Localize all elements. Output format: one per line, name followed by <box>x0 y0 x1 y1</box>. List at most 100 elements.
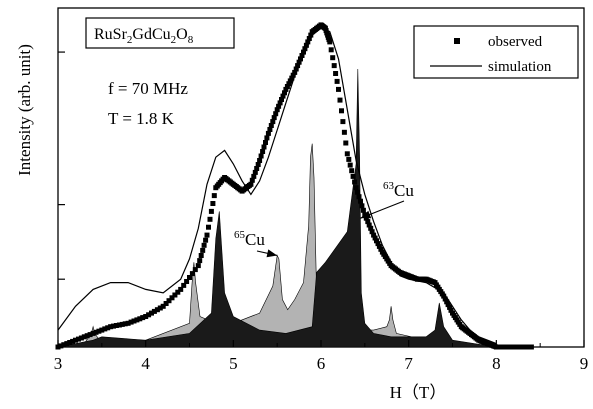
annotation-63cu-arrowhead <box>360 210 372 219</box>
frequency-text: f = 70 MHz <box>108 79 188 98</box>
observed-point <box>514 344 520 350</box>
observed-point <box>293 66 299 72</box>
observed-point <box>374 238 379 244</box>
observed-point <box>350 173 356 179</box>
observed-point <box>116 322 122 328</box>
observed-point <box>302 46 308 52</box>
observed-layer <box>55 22 534 350</box>
observed-point <box>336 86 341 92</box>
observed-point <box>365 219 371 225</box>
observed-point <box>349 168 355 174</box>
observed-point <box>267 127 273 132</box>
temperature-text: T = 1.8 K <box>108 109 175 128</box>
observed-point <box>93 329 99 335</box>
observed-point <box>366 222 372 228</box>
observed-point <box>268 123 274 128</box>
observed-point <box>306 36 312 41</box>
observed-point <box>499 344 505 350</box>
observed-point <box>137 316 143 322</box>
sample-label-box: RuSr2GdCu2O8 <box>85 17 235 49</box>
observed-point <box>84 333 90 339</box>
observed-point <box>305 39 311 45</box>
observed-point <box>73 337 78 343</box>
observed-point <box>157 305 163 311</box>
observed-point <box>76 336 81 342</box>
observed-point <box>189 271 195 277</box>
annotation-65cu-arrowhead <box>266 249 278 258</box>
observed-point <box>337 97 343 103</box>
annotation-63cu: 63Cu <box>360 180 414 219</box>
observed-point <box>261 144 267 150</box>
observed-point <box>441 293 447 299</box>
observed-point <box>251 173 257 179</box>
observed-point <box>204 232 210 238</box>
observed-point <box>339 108 344 114</box>
observed-point <box>264 135 270 141</box>
observed-point <box>111 323 116 329</box>
x-tick-label: 3 <box>54 354 63 373</box>
observed-point <box>99 327 105 333</box>
observed-point <box>169 295 175 301</box>
observed-point <box>187 275 192 280</box>
observed-point <box>203 237 209 243</box>
observed-point <box>146 312 152 318</box>
observed-point <box>333 71 339 76</box>
observed-point <box>356 194 362 200</box>
observed-point <box>210 201 216 206</box>
observed-point <box>258 153 264 159</box>
observed-point <box>360 207 366 213</box>
observed-point <box>284 84 290 89</box>
observed-point <box>78 335 84 341</box>
observed-point <box>526 344 531 350</box>
observed-point <box>254 166 260 171</box>
observed-point <box>327 39 333 45</box>
observed-point <box>201 242 207 248</box>
observed-point <box>125 320 131 326</box>
observed-point <box>131 318 137 324</box>
observed-point <box>298 56 303 62</box>
observed-point <box>119 321 125 327</box>
observed-point <box>328 47 334 53</box>
observed-point <box>206 224 211 230</box>
observed-point <box>252 169 258 175</box>
observed-point <box>263 140 268 145</box>
observed-point <box>447 304 453 310</box>
svg-text:63Cu: 63Cu <box>383 180 414 200</box>
observed-point <box>299 53 305 58</box>
observed-point <box>352 179 358 185</box>
observed-point <box>359 203 365 209</box>
observed-point <box>340 119 346 125</box>
y-axis-label: Intensity (arb. unit) <box>15 44 34 176</box>
observed-point <box>58 343 64 349</box>
observed-point <box>376 243 382 249</box>
legend-observed-marker <box>454 38 460 44</box>
observed-point <box>265 130 271 136</box>
annotation-65cu-sup: 65 <box>234 229 246 241</box>
observed-point <box>108 324 114 330</box>
observed-point <box>61 342 67 348</box>
observed-point <box>331 63 337 69</box>
observed-point <box>520 344 526 350</box>
observed-point <box>343 140 349 146</box>
observed-point <box>508 344 514 350</box>
observed-point <box>280 93 286 99</box>
annotation-65cu-text: Cu <box>245 230 265 249</box>
observed-point <box>368 225 374 231</box>
observed-point <box>292 69 298 75</box>
observed-point <box>151 308 157 314</box>
observed-point <box>140 315 146 321</box>
x-axis-ticks: 3 4 5 6 7 8 9 <box>54 340 588 373</box>
observed-point <box>442 296 448 302</box>
observed-point <box>334 78 340 84</box>
observed-point <box>207 216 213 222</box>
observed-point <box>358 198 363 204</box>
observed-point <box>289 75 295 81</box>
observed-point <box>290 72 296 78</box>
annotation-63cu-sup: 63 <box>383 180 395 192</box>
observed-point <box>271 115 277 121</box>
observed-point <box>149 310 154 316</box>
sample-formula: RuSr2GdCu2O8 <box>94 26 194 46</box>
observed-point <box>346 156 352 162</box>
spectrum-65cu <box>57 143 497 348</box>
observed-point <box>303 42 309 48</box>
